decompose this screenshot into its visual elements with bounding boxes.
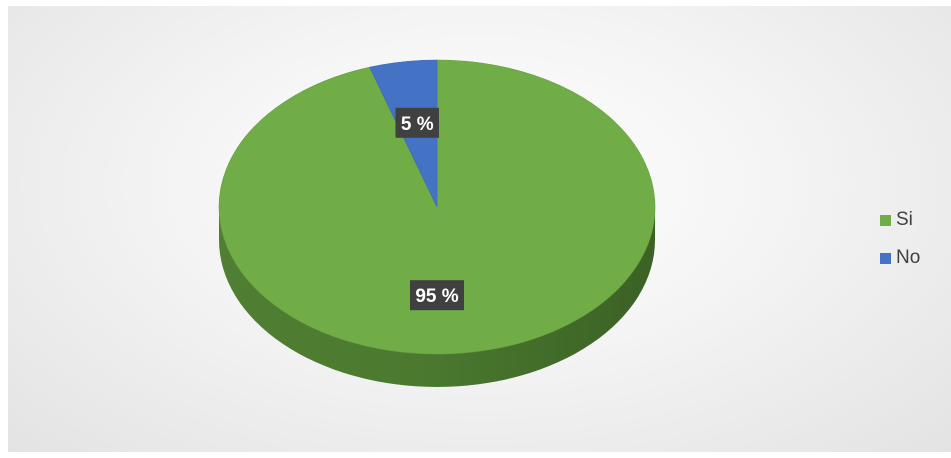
legend-item-si[interactable]: Si <box>880 206 920 234</box>
data-label-box-no <box>395 107 439 138</box>
pie-depth-layer <box>219 207 655 387</box>
data-label-si: 95 % <box>415 286 458 307</box>
data-label-no: 5 % <box>401 114 434 135</box>
pie-data-labels: 95 % 5 % <box>395 107 464 311</box>
legend-label-si: Si <box>896 209 913 230</box>
pie-depth-si <box>219 207 655 387</box>
legend-label-no: No <box>896 247 921 268</box>
legend-swatch-si <box>880 214 891 226</box>
legend-item-no[interactable]: No <box>880 244 920 272</box>
data-label-box-si <box>410 280 464 311</box>
legend: Si No <box>880 206 920 282</box>
legend-swatch-no <box>880 252 891 264</box>
